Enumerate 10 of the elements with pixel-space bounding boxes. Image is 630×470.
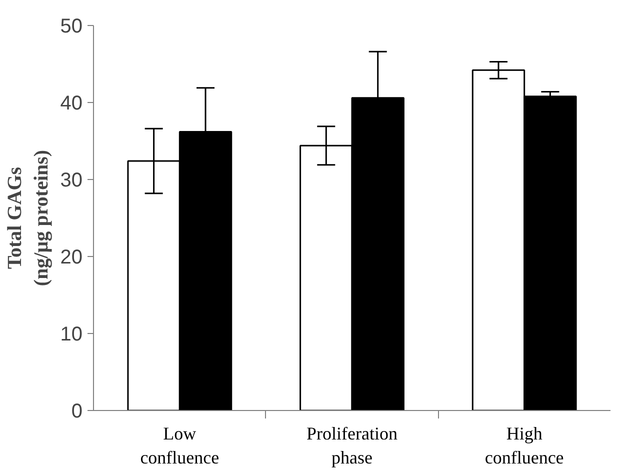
y-tick-label: 0 [71,400,82,422]
y-tick-label: 10 [60,324,83,346]
x-tick-label: High confluence [484,424,564,468]
y-tick-label: 20 [60,246,83,268]
y-tick-label: 40 [60,92,83,114]
y-axis-title: Total GAGs (ng/µg proteins) [4,150,52,286]
y-tick-label: 50 [60,16,83,38]
y-tick-label: 30 [60,170,83,192]
x-tick-label: Low confluence [140,424,220,468]
x-tick-label: Proliferation phase [306,424,398,468]
